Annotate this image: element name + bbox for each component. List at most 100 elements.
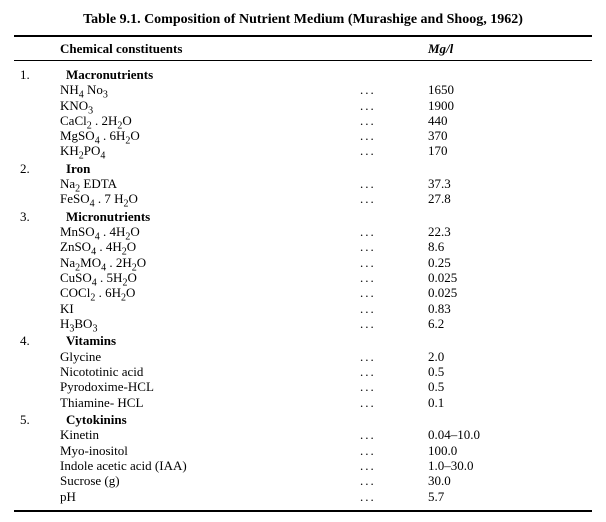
table-row: Indole acetic acid (IAA)...1.0–30.0 bbox=[14, 458, 592, 473]
chemical-value: 5.7 bbox=[420, 489, 592, 504]
chemical-name: Myo-inositol bbox=[60, 443, 360, 458]
chemical-name: Na2 EDTA bbox=[60, 176, 360, 191]
chemical-value: 27.8 bbox=[420, 191, 592, 206]
chemical-name: NH4 No3 bbox=[60, 82, 360, 97]
table-title: Table 9.1. Composition of Nutrient Mediu… bbox=[14, 8, 592, 35]
leader-dots: ... bbox=[360, 395, 420, 410]
chemical-value: 0.5 bbox=[420, 379, 592, 394]
table-row: Thiamine- HCL...0.1 bbox=[14, 395, 592, 410]
section-heading: Vitamins bbox=[66, 333, 366, 348]
table-row: Na2MO4 . 2H2O...0.25 bbox=[14, 255, 592, 270]
table-row: CaCl2 . 2H2O...440 bbox=[14, 113, 592, 128]
leader-dots: ... bbox=[360, 255, 420, 270]
section-heading: Macronutrients bbox=[66, 67, 366, 82]
chemical-name: Nicototinic acid bbox=[60, 364, 360, 379]
chemical-value: 0.1 bbox=[420, 395, 592, 410]
chemical-name: ZnSO4 . 4H2O bbox=[60, 239, 360, 254]
table-row: FeSO4 . 7 H2O...27.8 bbox=[14, 191, 592, 206]
chemical-value: 100.0 bbox=[420, 443, 592, 458]
chemical-value: 8.6 bbox=[420, 239, 592, 254]
leader-dots: ... bbox=[360, 349, 420, 364]
chemical-value: 0.83 bbox=[420, 301, 592, 316]
section-heading: Iron bbox=[66, 161, 366, 176]
chemical-name: KH2PO4 bbox=[60, 143, 360, 158]
leader-dots: ... bbox=[360, 98, 420, 113]
chemical-name: CaCl2 . 2H2O bbox=[60, 113, 360, 128]
chemical-name: Glycine bbox=[60, 349, 360, 364]
chemical-value: 370 bbox=[420, 128, 592, 143]
chemical-value: 22.3 bbox=[420, 224, 592, 239]
chemical-name: Na2MO4 . 2H2O bbox=[60, 255, 360, 270]
chemical-value: 30.0 bbox=[420, 473, 592, 488]
chemical-value: 0.5 bbox=[420, 364, 592, 379]
section-number: 1. bbox=[14, 67, 66, 82]
table-row: Pyrodoxime-HCL...0.5 bbox=[14, 379, 592, 394]
table-row: pH...5.7 bbox=[14, 489, 592, 504]
leader-dots: ... bbox=[360, 364, 420, 379]
section-number: 5. bbox=[14, 412, 66, 427]
chemical-value: 1900 bbox=[420, 98, 592, 113]
leader-dots: ... bbox=[360, 176, 420, 191]
chemical-name: MnSO4 . 4H2O bbox=[60, 224, 360, 239]
table-row: ZnSO4 . 4H2O...8.6 bbox=[14, 239, 592, 254]
chemical-name: pH bbox=[60, 489, 360, 504]
table-row: Glycine...2.0 bbox=[14, 349, 592, 364]
chemical-value: 0.025 bbox=[420, 270, 592, 285]
section-heading-row: 5.Cytokinins bbox=[14, 412, 592, 427]
table-row: COCl2 . 6H2O...0.025 bbox=[14, 285, 592, 300]
header-chemical: Chemical constituents bbox=[60, 41, 360, 56]
section-heading-row: 1.Macronutrients bbox=[14, 67, 592, 82]
section-heading-row: 4.Vitamins bbox=[14, 333, 592, 348]
table-row: KNO3...1900 bbox=[14, 98, 592, 113]
leader-dots: ... bbox=[360, 473, 420, 488]
section-heading: Micronutrients bbox=[66, 209, 366, 224]
chemical-value: 1.0–30.0 bbox=[420, 458, 592, 473]
chemical-name: CuSO4 . 5H2O bbox=[60, 270, 360, 285]
leader-dots: ... bbox=[360, 239, 420, 254]
header-value: Mg/l bbox=[420, 41, 592, 56]
chemical-value: 1650 bbox=[420, 82, 592, 97]
chemical-value: 0.04–10.0 bbox=[420, 427, 592, 442]
chemical-name: KNO3 bbox=[60, 98, 360, 113]
table-header-row: Chemical constituents Mg/l bbox=[14, 37, 592, 61]
table-row: Nicototinic acid...0.5 bbox=[14, 364, 592, 379]
chemical-value: 0.25 bbox=[420, 255, 592, 270]
section-number: 4. bbox=[14, 333, 66, 348]
table-row: Myo-inositol...100.0 bbox=[14, 443, 592, 458]
chemical-name: Kinetin bbox=[60, 427, 360, 442]
chemical-value: 0.025 bbox=[420, 285, 592, 300]
section-heading-row: 2.Iron bbox=[14, 161, 592, 176]
leader-dots: ... bbox=[360, 128, 420, 143]
leader-dots: ... bbox=[360, 427, 420, 442]
leader-dots: ... bbox=[360, 489, 420, 504]
table-row: H3BO3...6.2 bbox=[14, 316, 592, 331]
table-row: Sucrose (g)...30.0 bbox=[14, 473, 592, 488]
leader-dots: ... bbox=[360, 143, 420, 158]
section-number: 3. bbox=[14, 209, 66, 224]
composition-table: Chemical constituents Mg/l 1.Macronutrie… bbox=[14, 35, 592, 513]
leader-dots: ... bbox=[360, 224, 420, 239]
leader-dots: ... bbox=[360, 379, 420, 394]
chemical-name: Indole acetic acid (IAA) bbox=[60, 458, 360, 473]
table-row: MgSO4 . 6H2O...370 bbox=[14, 128, 592, 143]
leader-dots: ... bbox=[360, 301, 420, 316]
chemical-name: MgSO4 . 6H2O bbox=[60, 128, 360, 143]
chemical-name: FeSO4 . 7 H2O bbox=[60, 191, 360, 206]
chemical-name: Thiamine- HCL bbox=[60, 395, 360, 410]
section-heading: Cytokinins bbox=[66, 412, 366, 427]
table-row: KH2PO4...170 bbox=[14, 143, 592, 158]
table-row: NH4 No3...1650 bbox=[14, 82, 592, 97]
leader-dots: ... bbox=[360, 443, 420, 458]
section-heading-row: 3.Micronutrients bbox=[14, 209, 592, 224]
leader-dots: ... bbox=[360, 191, 420, 206]
chemical-name: Pyrodoxime-HCL bbox=[60, 379, 360, 394]
leader-dots: ... bbox=[360, 316, 420, 331]
chemical-value: 170 bbox=[420, 143, 592, 158]
chemical-value: 2.0 bbox=[420, 349, 592, 364]
table-row: MnSO4 . 4H2O...22.3 bbox=[14, 224, 592, 239]
table-row: Kinetin...0.04–10.0 bbox=[14, 427, 592, 442]
leader-dots: ... bbox=[360, 82, 420, 97]
table-row: KI...0.83 bbox=[14, 301, 592, 316]
chemical-value: 440 bbox=[420, 113, 592, 128]
chemical-name: COCl2 . 6H2O bbox=[60, 285, 360, 300]
